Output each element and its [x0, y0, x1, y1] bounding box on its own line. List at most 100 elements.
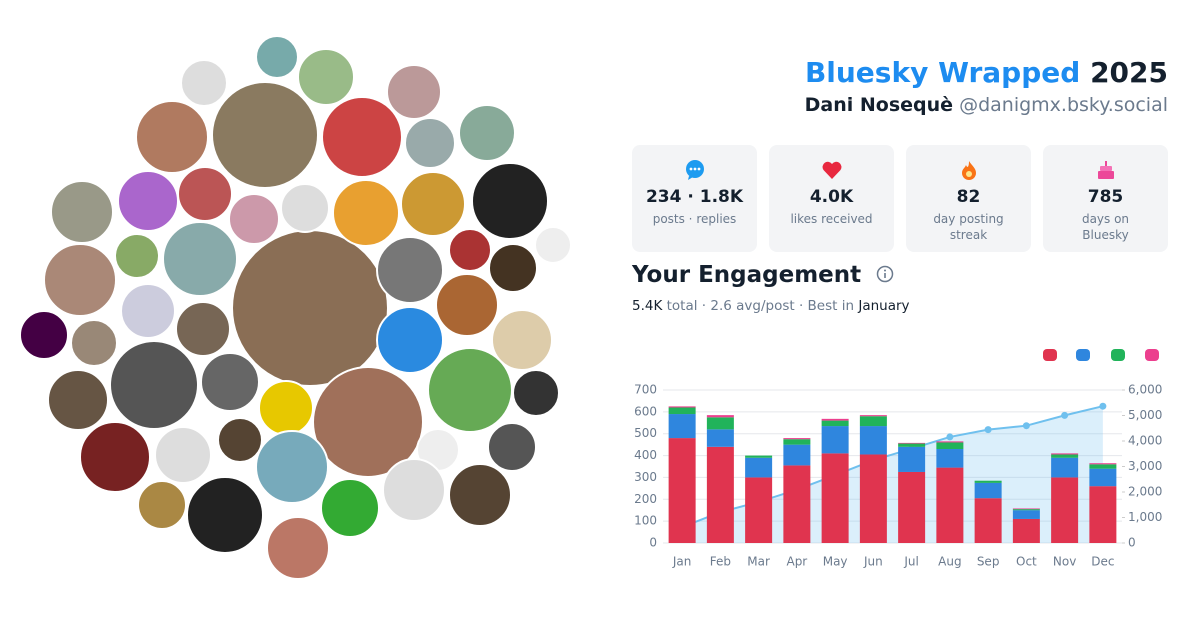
bar-segment: [706, 417, 734, 430]
avatar[interactable]: [231, 229, 389, 387]
avatar[interactable]: [400, 171, 466, 237]
icon: [822, 161, 841, 179]
avatar[interactable]: [255, 35, 299, 79]
bar-segment: [936, 442, 964, 450]
avatar[interactable]: [70, 319, 118, 367]
avatar[interactable]: [332, 179, 400, 247]
avatar[interactable]: [200, 352, 260, 412]
bar-segment: [1089, 486, 1117, 543]
avatar[interactable]: [376, 306, 444, 374]
avatar[interactable]: [50, 180, 114, 244]
bar-segment: [898, 471, 926, 543]
bar-segment: [1051, 477, 1079, 543]
avatar[interactable]: [297, 48, 355, 106]
avatar[interactable]: [404, 117, 456, 169]
avatar[interactable]: [180, 59, 228, 107]
avatar[interactable]: [376, 236, 444, 304]
stat-value: 234 · 1.8K: [645, 187, 744, 207]
info-icon[interactable]: [875, 264, 895, 284]
y2-tick-label: 5,000: [1128, 408, 1162, 422]
avatar[interactable]: [258, 380, 314, 436]
avatar[interactable]: [154, 426, 212, 484]
avatar[interactable]: [79, 421, 151, 493]
avatar[interactable]: [117, 170, 179, 232]
avatar-cloud: [19, 35, 572, 580]
avatar[interactable]: [491, 309, 553, 371]
avatar[interactable]: [427, 347, 513, 433]
avatar[interactable]: [109, 340, 199, 430]
stat-card: 234 · 1.8K posts · replies: [632, 145, 757, 252]
avatar[interactable]: [47, 369, 109, 431]
bar-segment: [745, 477, 773, 543]
stat-label: posts · replies: [652, 212, 737, 226]
bar-segment: [974, 482, 1002, 499]
bar-segment: [974, 498, 1002, 543]
user-handle: @danigmx.bsky.social: [959, 94, 1168, 116]
bar-segment: [1012, 508, 1040, 510]
avatar[interactable]: [320, 478, 380, 538]
avatar[interactable]: [186, 476, 264, 554]
y2-tick-label: 1,000: [1128, 510, 1162, 524]
avatar[interactable]: [435, 273, 499, 337]
avatar[interactable]: [488, 243, 538, 293]
y-tick-label: 200: [634, 492, 657, 506]
avatar[interactable]: [321, 96, 403, 178]
bar-segment: [706, 429, 734, 447]
avatar[interactable]: [512, 369, 560, 417]
avatar[interactable]: [386, 64, 442, 120]
avatar[interactable]: [19, 310, 69, 360]
panel: Bluesky Wrapped 2025 Dani Nosequè @danigm…: [632, 0, 1168, 630]
stat-card: 82 day posting streak: [906, 145, 1031, 252]
title-year: 2025: [1090, 56, 1168, 89]
avatar[interactable]: [175, 301, 231, 357]
y2-tick-label: 3,000: [1128, 459, 1162, 473]
avatar[interactable]: [487, 422, 537, 472]
avatar[interactable]: [162, 221, 238, 297]
avatar[interactable]: [458, 104, 516, 162]
legend-icon: [1111, 349, 1125, 361]
avatar[interactable]: [211, 81, 319, 189]
bar-segment: [821, 453, 849, 543]
avatar[interactable]: [448, 228, 492, 272]
y2-tick-label: 0: [1128, 536, 1136, 550]
bar-segment: [783, 439, 811, 445]
bar-segment: [974, 480, 1002, 483]
stat-value: 4.0K: [809, 187, 854, 207]
y-tick-label: 600: [634, 404, 657, 418]
avatar[interactable]: [266, 516, 330, 580]
icon: [685, 160, 704, 180]
bar-segment: [1012, 509, 1040, 511]
avatar[interactable]: [312, 366, 424, 478]
y-tick-label: 100: [634, 514, 657, 528]
avatar[interactable]: [114, 233, 160, 279]
avatar[interactable]: [217, 417, 263, 463]
bar-segment: [1089, 468, 1117, 487]
avatar[interactable]: [228, 193, 280, 245]
avatar[interactable]: [255, 430, 329, 504]
stat-label: day posting streak: [933, 212, 1004, 242]
avatar[interactable]: [471, 162, 549, 240]
avatar[interactable]: [135, 100, 209, 174]
bar-segment: [745, 457, 773, 478]
y2-tick-label: 6,000: [1128, 383, 1162, 397]
x-tick-label: Apr: [786, 555, 807, 569]
avatar[interactable]: [448, 463, 512, 527]
avatar[interactable]: [120, 283, 176, 339]
avatar[interactable]: [137, 480, 187, 530]
x-tick-label: Aug: [938, 555, 961, 569]
avatar[interactable]: [534, 226, 572, 264]
y-tick-label: 300: [634, 470, 657, 484]
y2-tick-label: 4,000: [1128, 434, 1162, 448]
icon: [1097, 161, 1114, 179]
bar-segment: [668, 414, 696, 439]
avatar[interactable]: [177, 166, 233, 222]
bar-segment: [706, 446, 734, 543]
bar-segment: [936, 449, 964, 468]
avatar[interactable]: [382, 458, 446, 522]
avatar[interactable]: [280, 183, 330, 233]
avatar[interactable]: [43, 243, 117, 317]
bar-segment: [821, 426, 849, 454]
line-point: [946, 433, 954, 441]
engagement-summary: 5.4K total · 2.6 avg/post · Best in Janu…: [632, 298, 910, 314]
